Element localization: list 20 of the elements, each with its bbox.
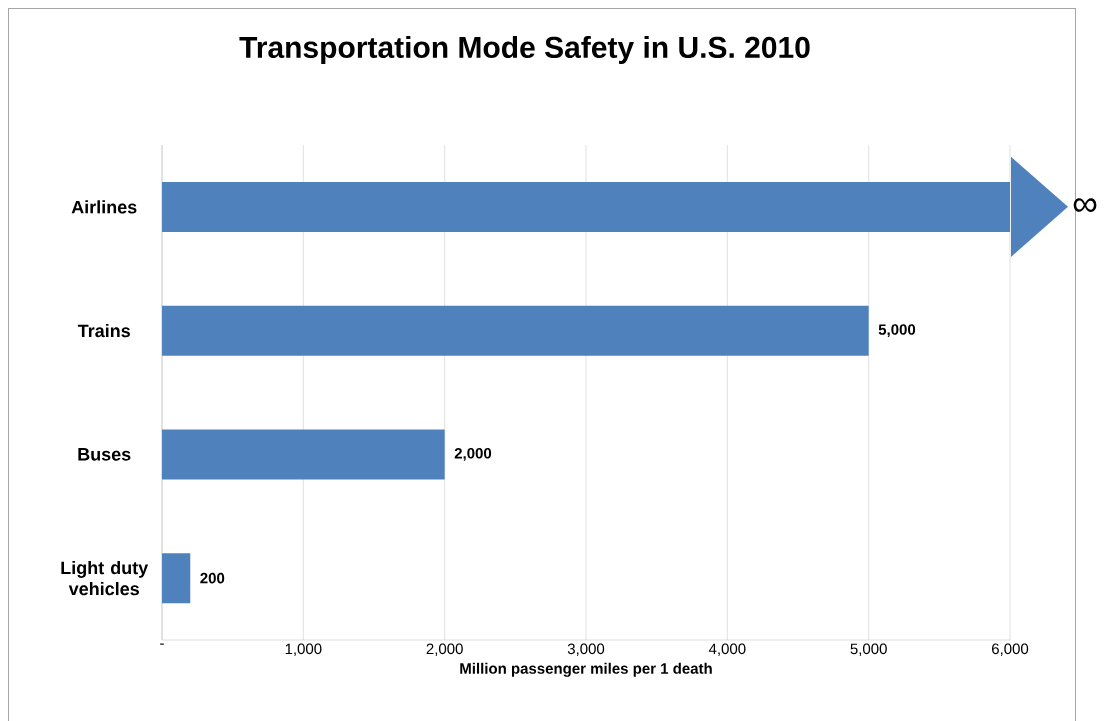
y-tick-label: Light duty vehicles [61, 561, 149, 596]
x-tick-label: 6,000 [992, 643, 1029, 656]
x-tick-label: 3,000 [567, 643, 605, 656]
data-label: 5,000 [878, 324, 916, 338]
data-label: ∞ [1073, 198, 1097, 212]
x-axis-title: Million passenger miles per 1 death [460, 662, 712, 677]
data-label: 200 [200, 572, 225, 584]
x-tick-label: 4,000 [708, 643, 746, 656]
x-tick-label: - [160, 643, 164, 645]
x-tick-label: 1,000 [285, 643, 322, 656]
bar [162, 429, 445, 480]
bar [162, 553, 191, 604]
chart-title: Transportation Mode Safety in U.S. 2010 [239, 36, 810, 64]
data-label: 2,000 [454, 447, 492, 461]
y-tick-label: Trains [77, 324, 130, 338]
x-tick-label: 2,000 [426, 643, 463, 656]
y-tick-label: Airlines [71, 200, 137, 214]
y-tick-label: Buses [78, 448, 131, 461]
x-tick-label: 5,000 [850, 643, 887, 656]
bar [162, 305, 869, 356]
